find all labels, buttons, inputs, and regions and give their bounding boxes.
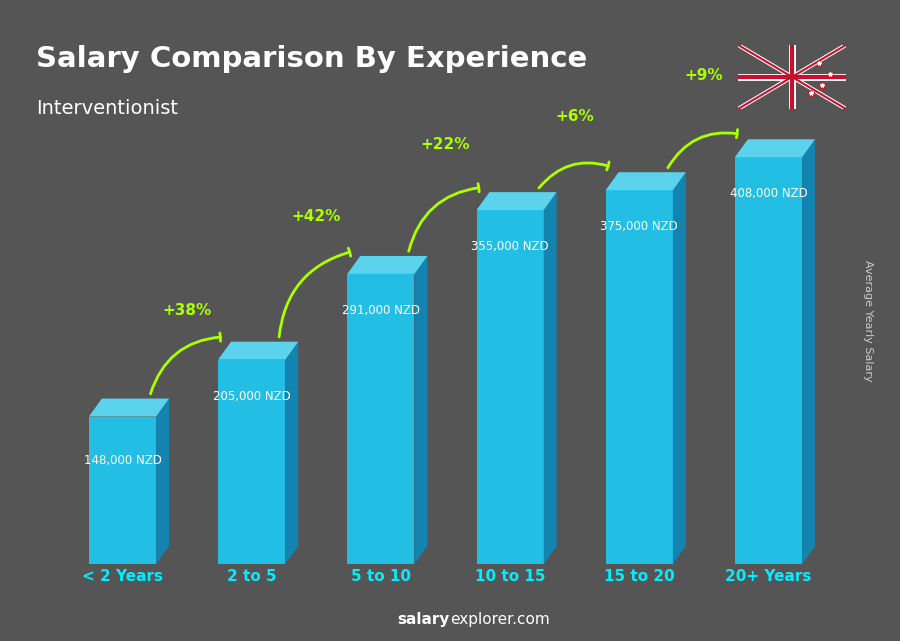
Polygon shape <box>156 399 169 564</box>
Polygon shape <box>347 274 415 564</box>
Text: +22%: +22% <box>421 137 471 153</box>
Text: 291,000 NZD: 291,000 NZD <box>342 304 420 317</box>
Text: Salary Comparison By Experience: Salary Comparison By Experience <box>36 45 587 73</box>
Text: +42%: +42% <box>292 209 341 224</box>
Text: 148,000 NZD: 148,000 NZD <box>84 454 161 467</box>
Polygon shape <box>415 256 428 564</box>
Polygon shape <box>606 172 686 190</box>
Polygon shape <box>606 190 673 564</box>
Polygon shape <box>347 256 428 274</box>
Text: 205,000 NZD: 205,000 NZD <box>212 390 291 403</box>
Polygon shape <box>218 342 298 360</box>
Text: 408,000 NZD: 408,000 NZD <box>730 187 807 200</box>
Text: 375,000 NZD: 375,000 NZD <box>600 220 679 233</box>
Polygon shape <box>89 417 156 564</box>
Polygon shape <box>476 192 556 210</box>
Polygon shape <box>673 172 686 564</box>
Polygon shape <box>735 157 802 564</box>
Text: +9%: +9% <box>685 69 724 83</box>
Polygon shape <box>285 342 298 564</box>
Text: salary: salary <box>398 612 450 627</box>
Text: 355,000 NZD: 355,000 NZD <box>472 240 549 253</box>
Polygon shape <box>476 210 544 564</box>
Text: +38%: +38% <box>163 303 212 318</box>
Text: explorer.com: explorer.com <box>450 612 550 627</box>
Polygon shape <box>802 139 815 564</box>
Text: +6%: +6% <box>555 110 594 124</box>
Polygon shape <box>89 399 169 417</box>
Text: Average Yearly Salary: Average Yearly Salary <box>863 260 873 381</box>
Polygon shape <box>735 139 815 157</box>
Polygon shape <box>544 192 556 564</box>
Text: Interventionist: Interventionist <box>36 99 178 119</box>
Polygon shape <box>218 360 285 564</box>
